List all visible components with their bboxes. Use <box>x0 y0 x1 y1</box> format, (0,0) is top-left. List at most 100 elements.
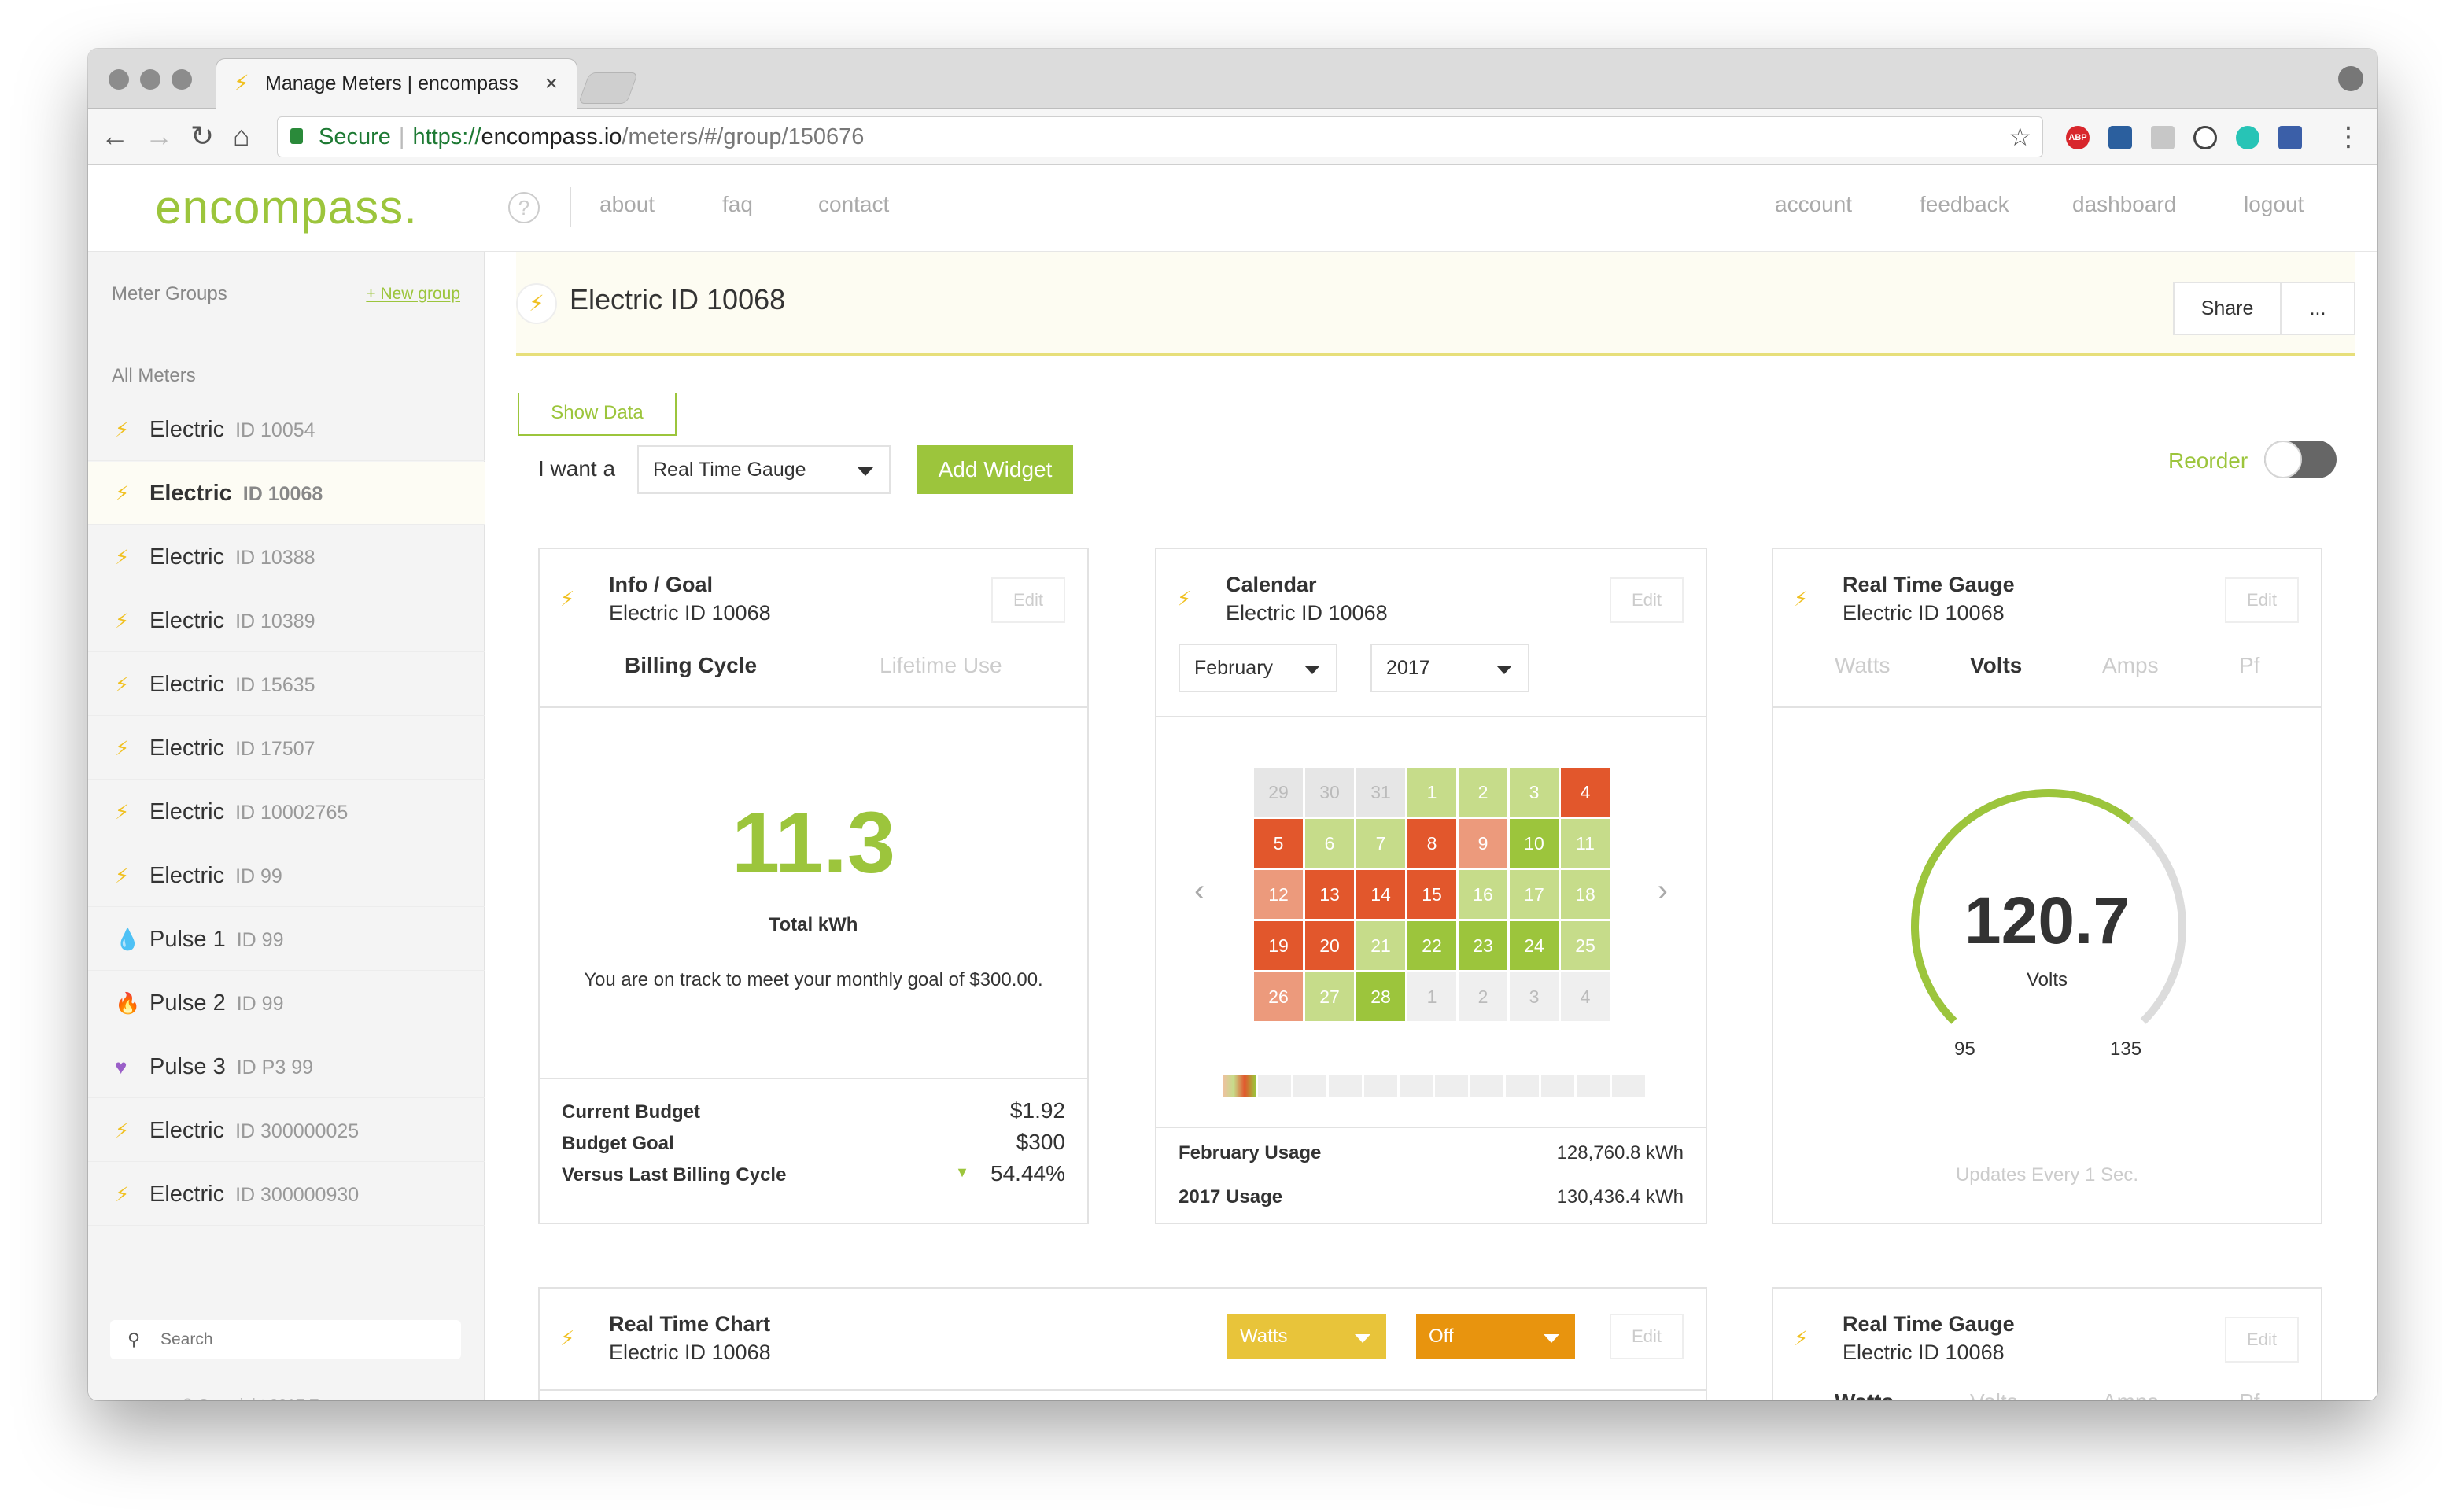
calendar-day[interactable]: 4 <box>1561 768 1610 817</box>
calendar-day[interactable]: 28 <box>1356 972 1405 1021</box>
month-select[interactable]: February <box>1179 644 1337 692</box>
month-heat-block[interactable] <box>1470 1075 1503 1097</box>
extension-icon[interactable] <box>2278 126 2302 149</box>
extension-icon[interactable] <box>2108 126 2132 149</box>
nav-faq[interactable]: faq <box>722 192 753 216</box>
help-icon[interactable]: ? <box>508 192 540 223</box>
edit-button[interactable]: Edit <box>1610 1314 1684 1359</box>
calendar-day[interactable]: 2 <box>1459 768 1507 817</box>
calendar-day[interactable]: 2 <box>1459 972 1507 1021</box>
search-input[interactable]: ⚲ Search <box>110 1320 461 1359</box>
calendar-day[interactable]: 20 <box>1305 921 1354 970</box>
sidebar-meter-item[interactable]: ⚡ Electric ID 300000930 <box>88 1163 485 1226</box>
bookmark-star-icon[interactable]: ☆ <box>2009 123 2031 151</box>
widget-type-select[interactable]: Real Time Gauge <box>637 445 891 494</box>
calendar-day[interactable]: 17 <box>1510 870 1559 919</box>
calendar-day[interactable]: 7 <box>1356 819 1405 868</box>
mode-dropdown[interactable]: Off <box>1416 1314 1575 1359</box>
calendar-day[interactable]: 5 <box>1254 819 1303 868</box>
edit-button[interactable]: Edit <box>2225 1317 2299 1363</box>
sidebar-meter-item[interactable]: ⚡ Electric ID 99 <box>88 844 485 907</box>
tab-amps[interactable]: Amps <box>2102 653 2159 677</box>
close-window-button[interactable] <box>109 69 129 90</box>
profile-icon[interactable] <box>2338 66 2363 91</box>
calendar-day[interactable]: 30 <box>1305 768 1354 817</box>
reload-icon[interactable]: ↻ <box>190 120 215 152</box>
edit-button[interactable]: Edit <box>1610 577 1684 623</box>
month-heat-block[interactable] <box>1612 1075 1645 1097</box>
calendar-day[interactable]: 29 <box>1254 768 1303 817</box>
sidebar-meter-item[interactable]: ⚡ Electric ID 10389 <box>88 589 485 652</box>
calendar-day[interactable]: 15 <box>1407 870 1456 919</box>
tab-watts[interactable]: Watts <box>1835 653 1891 677</box>
calendar-day[interactable]: 3 <box>1510 972 1559 1021</box>
month-heat-block[interactable] <box>1577 1075 1610 1097</box>
sidebar-meter-item[interactable]: ⚡ Electric ID 10068 <box>88 462 485 525</box>
show-data-button[interactable]: Show Data <box>518 393 677 436</box>
calendar-day[interactable]: 21 <box>1356 921 1405 970</box>
share-button[interactable]: Share <box>2173 282 2282 335</box>
tab-watts[interactable]: Watts <box>1835 1389 1894 1400</box>
month-heat-block[interactable] <box>1364 1075 1397 1097</box>
browser-menu-icon[interactable]: ⋮ <box>2335 122 2362 152</box>
nav-logout[interactable]: logout <box>2244 192 2304 216</box>
tab-lifetime-use[interactable]: Lifetime Use <box>880 653 1002 677</box>
minimize-window-button[interactable] <box>140 69 160 90</box>
calendar-day[interactable]: 4 <box>1561 972 1610 1021</box>
tab-amps[interactable]: Amps <box>2102 1389 2159 1400</box>
sidebar-meter-item[interactable]: 💧 Pulse 1 ID 99 <box>88 908 485 971</box>
calendar-day[interactable]: 1 <box>1407 768 1456 817</box>
sidebar-meter-item[interactable]: ♥ Pulse 3 ID P3 99 <box>88 1035 485 1098</box>
sidebar-meter-item[interactable]: 🔥 Pulse 2 ID 99 <box>88 972 485 1034</box>
calendar-day[interactable]: 23 <box>1459 921 1507 970</box>
nav-account[interactable]: account <box>1775 192 1853 216</box>
calendar-day[interactable]: 25 <box>1561 921 1610 970</box>
calendar-day[interactable]: 6 <box>1305 819 1354 868</box>
month-heat-block[interactable] <box>1293 1075 1326 1097</box>
month-heat-block[interactable] <box>1435 1075 1468 1097</box>
tab-pf[interactable]: Pf <box>2239 653 2260 677</box>
calendar-day[interactable]: 27 <box>1305 972 1354 1021</box>
new-group-link[interactable]: + New group <box>366 285 460 303</box>
calendar-day[interactable]: 14 <box>1356 870 1405 919</box>
calendar-day[interactable]: 22 <box>1407 921 1456 970</box>
sidebar-meter-item[interactable]: ⚡ Electric ID 10388 <box>88 526 485 588</box>
tab-pf[interactable]: Pf <box>2239 1389 2259 1400</box>
month-heat-block[interactable] <box>1506 1075 1539 1097</box>
month-heat-block[interactable] <box>1400 1075 1433 1097</box>
sidebar-meter-item[interactable]: ⚡ Electric ID 17507 <box>88 717 485 780</box>
home-icon[interactable]: ⌂ <box>233 120 250 152</box>
tab-volts[interactable]: Volts <box>1970 653 2023 677</box>
sidebar-meter-item[interactable]: ⚡ Electric ID 300000025 <box>88 1099 485 1162</box>
extension-icon[interactable] <box>2151 126 2175 149</box>
nav-feedback[interactable]: feedback <box>1920 192 2009 216</box>
tab-volts[interactable]: Volts <box>1970 1389 2018 1400</box>
nav-about[interactable]: about <box>599 192 655 216</box>
reorder-toggle[interactable] <box>2264 441 2337 478</box>
nav-contact[interactable]: contact <box>818 192 890 216</box>
previous-month-button[interactable]: ‹ <box>1194 873 1205 908</box>
calendar-day[interactable]: 26 <box>1254 972 1303 1021</box>
calendar-day[interactable]: 19 <box>1254 921 1303 970</box>
calendar-day[interactable]: 3 <box>1510 768 1559 817</box>
year-select[interactable]: 2017 <box>1370 644 1529 692</box>
close-tab-icon[interactable]: × <box>544 71 558 95</box>
sidebar-meter-item[interactable]: ⚡ Electric ID 15635 <box>88 653 485 716</box>
new-tab-button[interactable] <box>577 72 639 104</box>
calendar-day[interactable]: 10 <box>1510 819 1559 868</box>
month-heat-block[interactable] <box>1541 1075 1574 1097</box>
extension-icon[interactable] <box>2236 126 2259 149</box>
calendar-day[interactable]: 1 <box>1407 972 1456 1021</box>
month-heat-block[interactable] <box>1258 1075 1291 1097</box>
forward-arrow-icon[interactable]: → <box>145 120 173 152</box>
nav-dashboard[interactable]: dashboard <box>2072 192 2177 216</box>
add-widget-button[interactable]: Add Widget <box>917 445 1073 494</box>
calendar-day[interactable]: 16 <box>1459 870 1507 919</box>
month-heat-block[interactable] <box>1223 1075 1256 1097</box>
month-heat-block[interactable] <box>1329 1075 1362 1097</box>
address-bar[interactable]: Secure | https://encompass.io/meters/#/gro… <box>277 116 2043 157</box>
back-arrow-icon[interactable]: ← <box>101 120 129 152</box>
encompass-logo[interactable]: encompass. <box>88 165 485 252</box>
sidebar-meter-item[interactable]: ⚡ Electric ID 10002765 <box>88 780 485 843</box>
next-month-button[interactable]: › <box>1657 873 1668 908</box>
